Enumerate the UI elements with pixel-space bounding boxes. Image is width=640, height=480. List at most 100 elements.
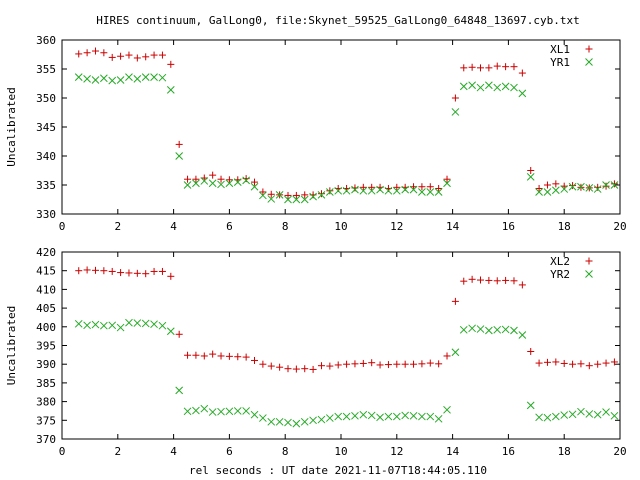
data-point: [225, 176, 233, 184]
data-point: [267, 195, 276, 203]
data-point: [543, 413, 552, 422]
data-point: [384, 186, 393, 195]
x-axis-label: rel seconds : UT date 2021-11-07T18:44:0…: [189, 464, 487, 477]
data-point: [175, 386, 184, 395]
data-point: [485, 276, 493, 284]
data-point: [577, 182, 585, 191]
data-point: [359, 183, 367, 191]
data-point: [192, 351, 200, 359]
data-point: [460, 64, 468, 72]
data-point: [91, 76, 100, 84]
legend-label-yr1: YR1: [550, 56, 570, 69]
data-point: [585, 184, 594, 192]
data-point: [359, 359, 367, 367]
data-point: [459, 325, 468, 334]
data-point: [141, 73, 150, 81]
data-point: [217, 175, 225, 183]
y-tick-label: 420: [36, 246, 56, 259]
data-point: [83, 75, 91, 83]
y-tick-label: 415: [36, 265, 56, 278]
y-tick-label: 390: [36, 358, 56, 371]
data-point: [510, 83, 518, 92]
data-point: [560, 411, 569, 419]
data-point: [602, 182, 610, 190]
data-point: [108, 321, 117, 330]
data-point: [301, 365, 309, 373]
data-point: [208, 408, 217, 416]
data-point: [577, 407, 585, 416]
data-point: [125, 51, 133, 59]
data-point: [401, 185, 410, 194]
chart-panels: 0 2 4 6 8 10 12 14 16 18 20330335340345350355360Un…: [5, 34, 627, 458]
data-point: [108, 267, 116, 275]
data-point: [560, 185, 569, 193]
data-point: [192, 179, 200, 188]
panel-2: 0 2 4 6 8 10 12 14 16 18 20 370 375 380 385 390 395 400 40…: [5, 246, 627, 458]
data-point: [242, 176, 250, 185]
data-point: [309, 192, 317, 201]
data-point: [326, 187, 334, 195]
data-point: [309, 191, 317, 199]
x-tick-label: 2: [114, 220, 121, 233]
data-point: [200, 352, 208, 360]
data-point: [543, 181, 551, 189]
data-point: [200, 177, 209, 185]
data-point: [117, 52, 125, 60]
data-point: [233, 407, 242, 415]
data-point: [476, 325, 485, 333]
data-point: [125, 318, 133, 327]
data-point: [610, 180, 618, 188]
data-point: [434, 188, 443, 196]
data-point: [225, 179, 234, 188]
data-point: [594, 183, 602, 191]
data-point: [367, 411, 376, 420]
data-point: [125, 269, 133, 277]
data-point: [434, 414, 443, 423]
data-point: [217, 180, 225, 189]
y-tick-label: 340: [36, 150, 56, 163]
data-point: [526, 401, 535, 410]
data-point: [317, 191, 326, 199]
data-point: [217, 352, 225, 360]
x-tick-label: 20: [613, 445, 626, 458]
data-point: [585, 362, 593, 370]
data-point: [259, 188, 267, 196]
x-tick-label: 2: [114, 445, 121, 458]
data-point: [142, 270, 150, 278]
data-point: [351, 411, 359, 420]
x-tick-label: 6: [226, 445, 233, 458]
data-point: [309, 365, 317, 373]
y-tick-label: 345: [36, 121, 56, 134]
series-yr1: [74, 73, 619, 204]
data-point: [418, 188, 426, 196]
data-point: [326, 362, 334, 370]
data-point: [426, 183, 434, 191]
x-tick-label: 8: [282, 220, 289, 233]
data-point: [150, 51, 158, 59]
x-tick-label: 18: [558, 220, 571, 233]
data-point: [602, 181, 610, 189]
data-point: [569, 360, 577, 368]
data-point: [392, 412, 401, 421]
data-point: [317, 190, 325, 198]
legend-marker-xl1: [585, 45, 593, 53]
data-point: [485, 81, 493, 90]
data-point: [166, 327, 175, 336]
data-point: [384, 361, 392, 369]
data-point: [518, 281, 526, 289]
y-tick-label: 400: [36, 321, 56, 334]
data-point: [342, 186, 351, 195]
data-point: [510, 63, 518, 71]
data-point: [167, 60, 175, 68]
y-tick-label: 350: [36, 92, 56, 105]
data-point: [610, 181, 619, 189]
x-tick-label: 20: [613, 220, 626, 233]
data-point: [359, 410, 368, 419]
data-point: [535, 359, 543, 367]
data-point: [501, 82, 510, 91]
data-point: [133, 75, 142, 83]
x-tick-label: 6: [226, 220, 233, 233]
data-point: [317, 362, 325, 370]
data-point: [225, 407, 234, 416]
